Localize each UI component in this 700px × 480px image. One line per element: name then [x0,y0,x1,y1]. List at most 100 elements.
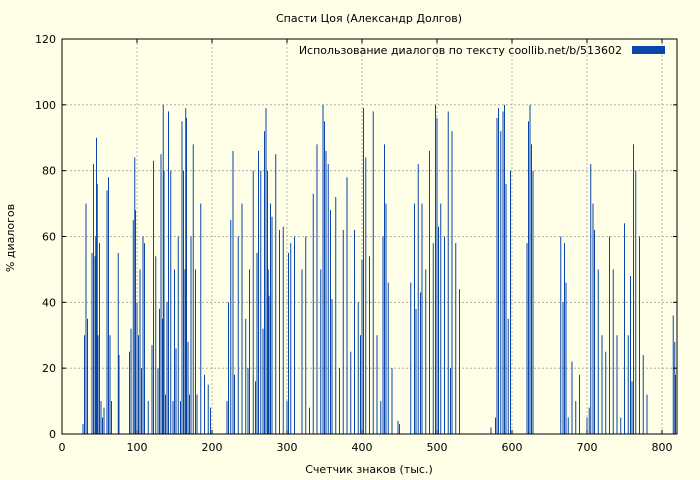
bar [271,216,273,434]
bar [562,302,564,434]
bar [84,335,85,434]
bar [560,236,562,434]
bar [675,374,676,434]
bar [258,150,259,435]
bar [365,157,367,434]
bar [301,269,303,434]
bar [586,417,588,434]
y-tick-label: 40 [42,296,56,309]
bar [616,335,618,434]
bar [162,104,164,434]
bar [117,252,119,434]
bar [385,203,387,434]
bar [136,302,138,434]
bar [174,269,175,434]
bar [256,252,258,434]
bar [294,236,295,434]
x-tick-label: 100 [127,441,148,454]
bar [102,417,103,434]
bar [168,111,169,435]
bar [147,401,149,434]
bar [331,299,333,434]
bar [129,351,130,434]
bar [605,351,607,434]
bar [163,170,165,435]
bar [350,351,352,434]
bar [579,374,580,434]
bar [495,417,496,434]
bar [184,269,186,434]
bar [631,381,633,434]
bar [459,289,460,434]
bar [455,243,457,434]
bar [498,108,499,435]
x-tick-label: 200 [202,441,223,454]
bar [275,154,277,434]
bar [181,121,183,434]
bar [153,160,154,435]
bar [490,427,492,434]
tick-labels: 0 20 40 60 80 100 120 0 100 200 300 400 500 600 700 800 [35,33,673,454]
bar [109,335,111,434]
bar [627,335,629,434]
bar [387,282,389,434]
bar [141,368,142,434]
bar [369,256,370,434]
bar [414,203,415,434]
x-tick-label: 600 [502,441,523,454]
bar [346,177,348,434]
bar [210,407,211,434]
bar [157,368,159,434]
bar [82,424,84,435]
bar [510,170,511,435]
bar [597,269,599,434]
bar [172,401,174,434]
bar [166,302,168,434]
bar [635,170,637,435]
bar [363,108,364,435]
bar [245,318,247,434]
bar [435,104,436,434]
bar [639,236,640,434]
bar [139,269,141,434]
bar [372,111,374,435]
bar [268,295,270,434]
bar [425,269,427,434]
bar [646,394,648,434]
bar [267,170,268,435]
bar [397,420,399,434]
bar [97,335,99,434]
bar [451,131,453,435]
bar [410,282,412,434]
bar [532,170,534,435]
bar [324,121,325,434]
bar [565,282,567,434]
bar [91,252,93,434]
bar [421,203,423,434]
bar [165,394,166,434]
bar [440,203,442,434]
bar [612,269,614,434]
bar [138,335,139,434]
bar [100,401,102,434]
bar [436,118,438,434]
bar [103,407,105,434]
bar [226,401,228,434]
y-tick-label: 60 [42,231,56,244]
bar [270,203,271,434]
bar [162,318,163,434]
bars [82,104,676,435]
bar [186,118,187,434]
bar [361,259,363,434]
bar [320,269,322,434]
bar [264,131,265,435]
y-tick-label: 80 [42,165,56,178]
legend: Использование диалогов по тексту coollib… [299,44,665,57]
bar [85,203,87,434]
bar [620,417,622,434]
bar [571,361,573,434]
bar [93,164,94,434]
bar [567,417,569,434]
bar [252,170,254,435]
